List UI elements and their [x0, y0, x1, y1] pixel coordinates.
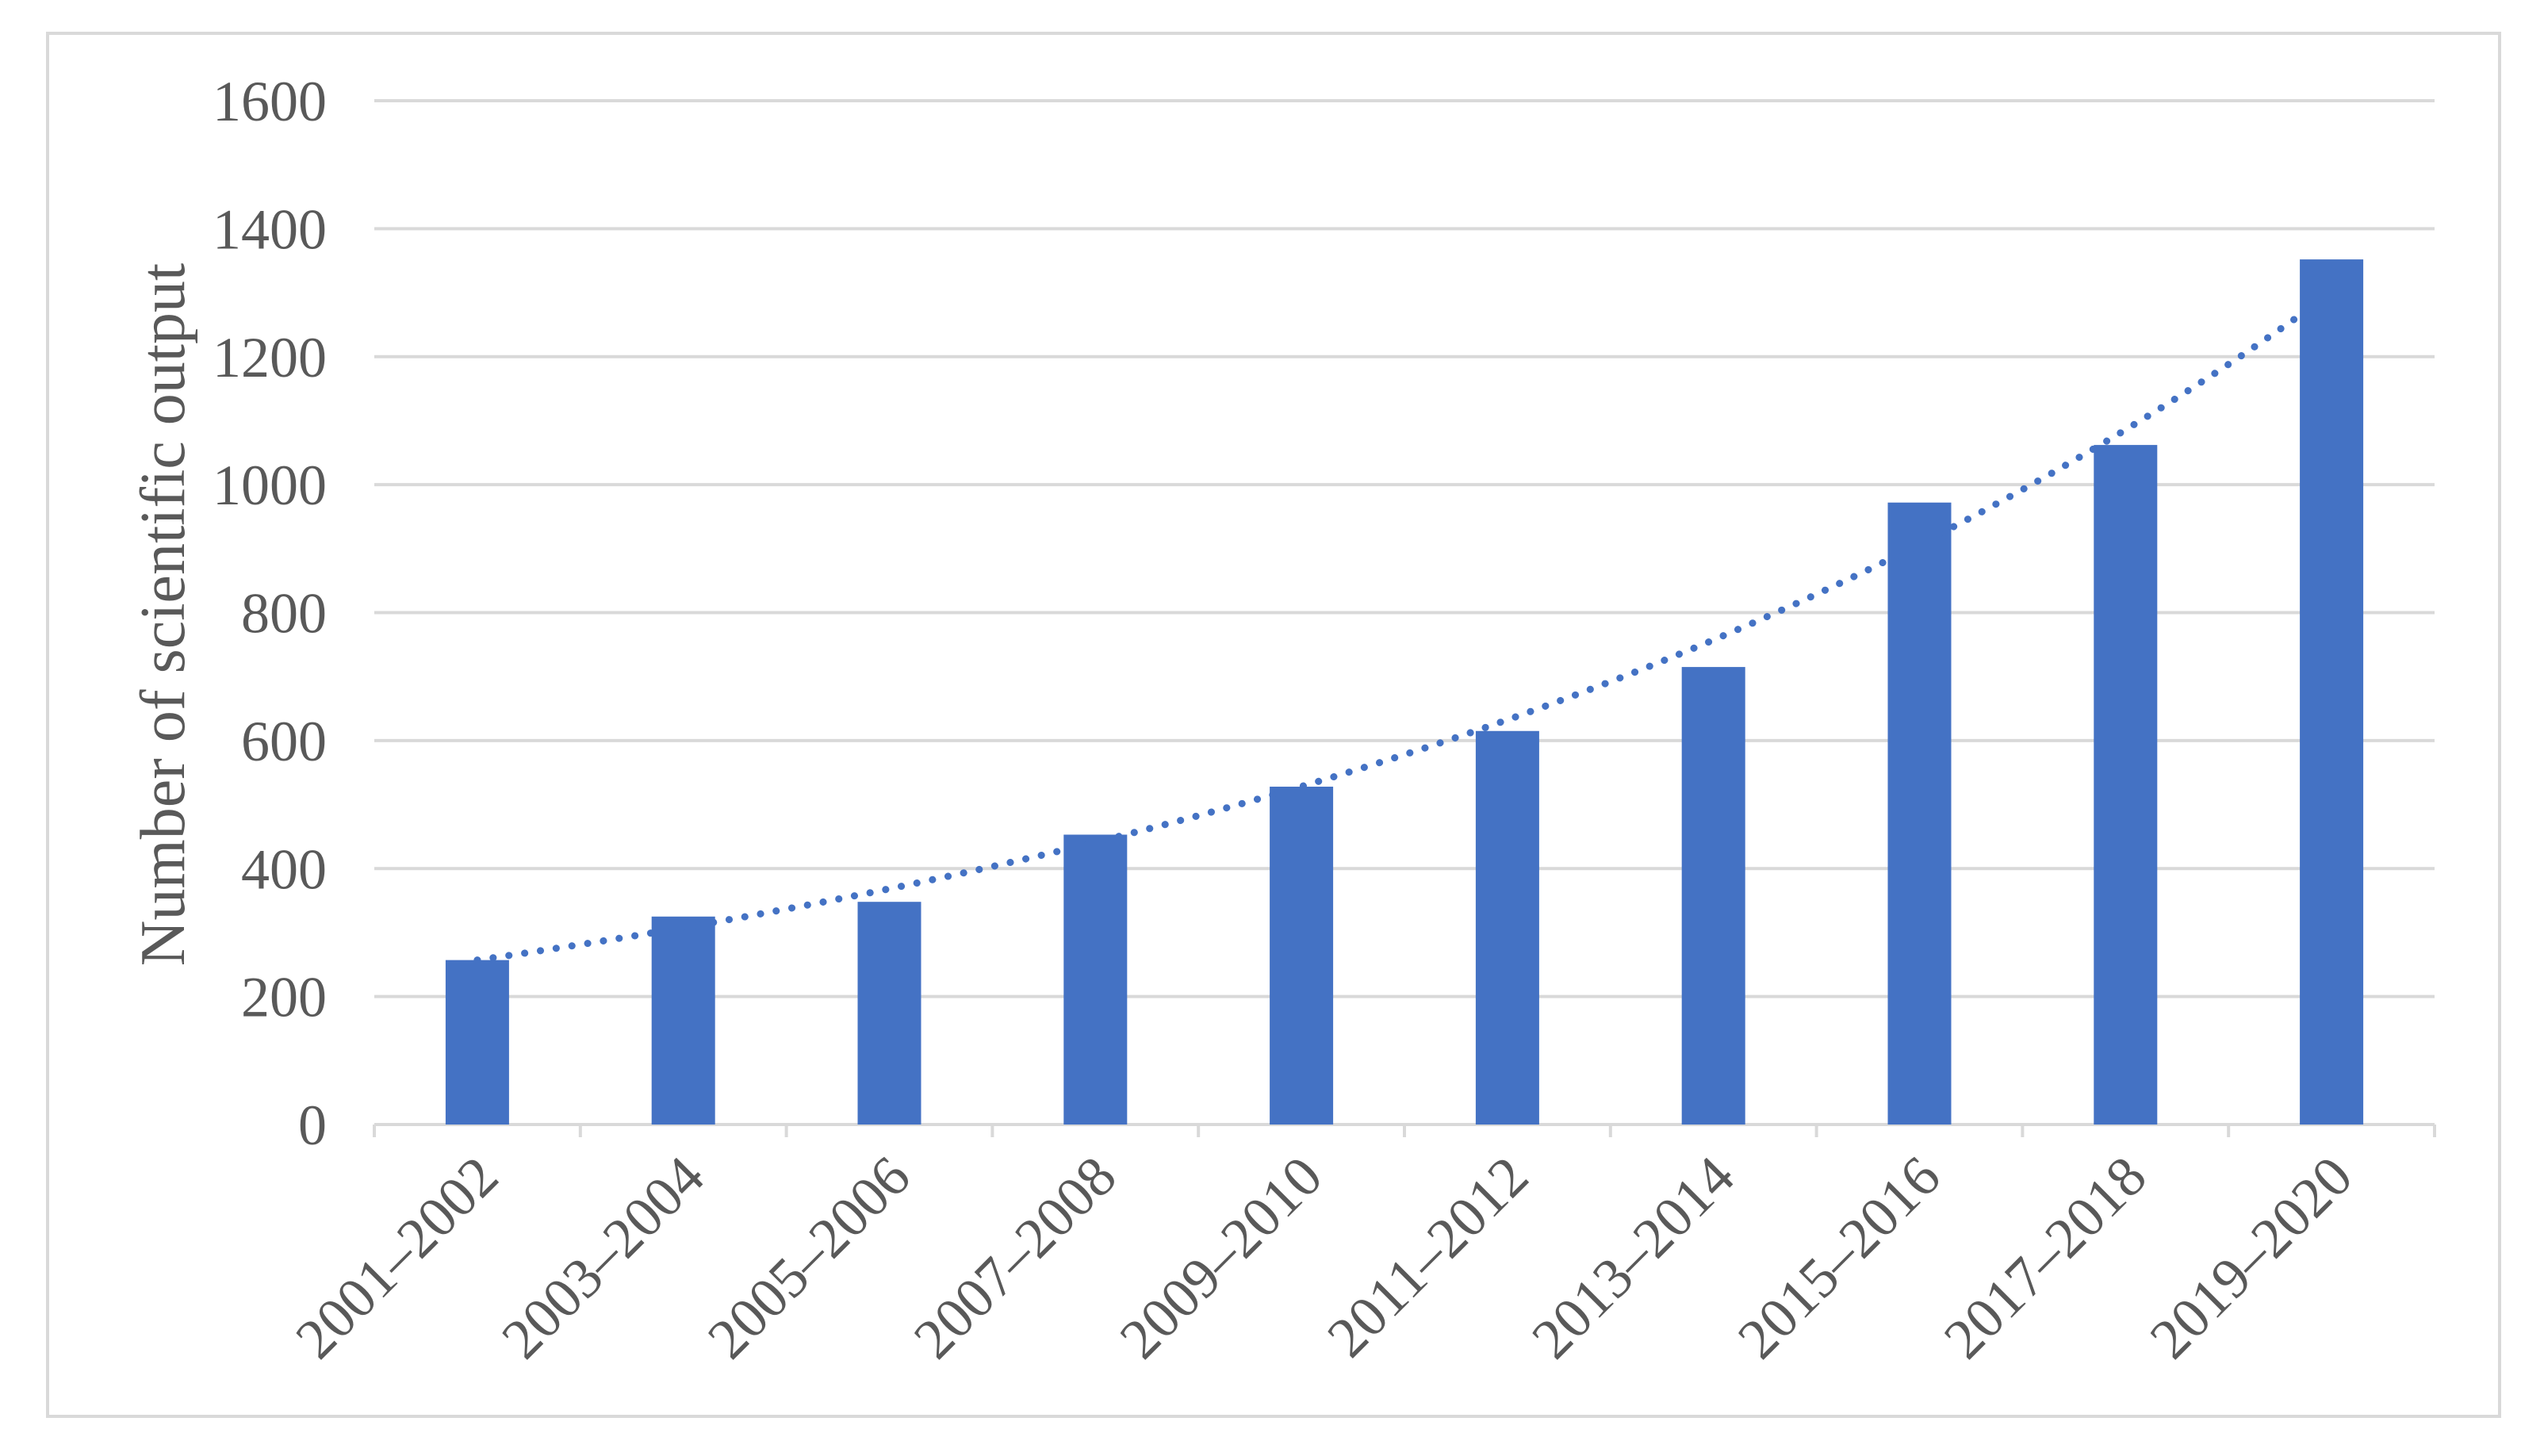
bar — [1270, 786, 1334, 1125]
bar — [2300, 259, 2364, 1125]
y-tick-label: 800 — [241, 582, 327, 646]
trendline-path — [473, 289, 2335, 964]
bar — [1887, 502, 1952, 1125]
y-tick-label: 1200 — [213, 326, 327, 389]
y-tick-label: 1400 — [213, 197, 327, 261]
x-axis — [373, 1123, 2436, 1137]
trendline — [473, 289, 2335, 964]
y-tick-label: 0 — [298, 1094, 327, 1157]
x-tick-label: 2019–2020 — [2138, 1144, 2365, 1371]
y-tick-label: 200 — [241, 966, 327, 1029]
y-tick-label: 1000 — [213, 454, 327, 517]
y-tick-label: 600 — [241, 710, 327, 773]
x-tick-label: 2003–2004 — [489, 1144, 716, 1371]
y-tick-label: 1600 — [213, 70, 327, 133]
gridlines — [374, 99, 2435, 998]
bar — [2094, 445, 2158, 1125]
bars — [445, 259, 2364, 1125]
chart-frame — [46, 32, 2501, 1418]
x-tick-label: 2013–2014 — [1519, 1144, 1746, 1371]
bar — [651, 916, 715, 1125]
x-tick-label: 2007–2008 — [902, 1144, 1128, 1371]
bar — [1475, 730, 1539, 1125]
x-tick-labels: 2001–20022003–20042005–20062007–20082009… — [284, 1144, 2365, 1371]
x-tick-label: 2001–2002 — [284, 1144, 511, 1371]
y-tick-label: 400 — [241, 837, 327, 901]
y-axis-title: Number of scientific output — [128, 263, 198, 966]
x-tick-label: 2017–2018 — [1932, 1144, 2159, 1371]
bar — [1063, 834, 1128, 1125]
x-tick-label: 2005–2006 — [695, 1144, 922, 1371]
bar — [445, 960, 509, 1125]
x-tick-label: 2015–2016 — [1726, 1144, 1952, 1371]
x-tick-label: 2011–2012 — [1315, 1144, 1540, 1370]
bar — [857, 902, 921, 1125]
y-tick-labels: 0 200 400 600 800 1000 1200 1400 1600 — [213, 70, 327, 1157]
x-tick-label: 2009–2010 — [1108, 1144, 1335, 1371]
bar — [1681, 667, 1745, 1125]
